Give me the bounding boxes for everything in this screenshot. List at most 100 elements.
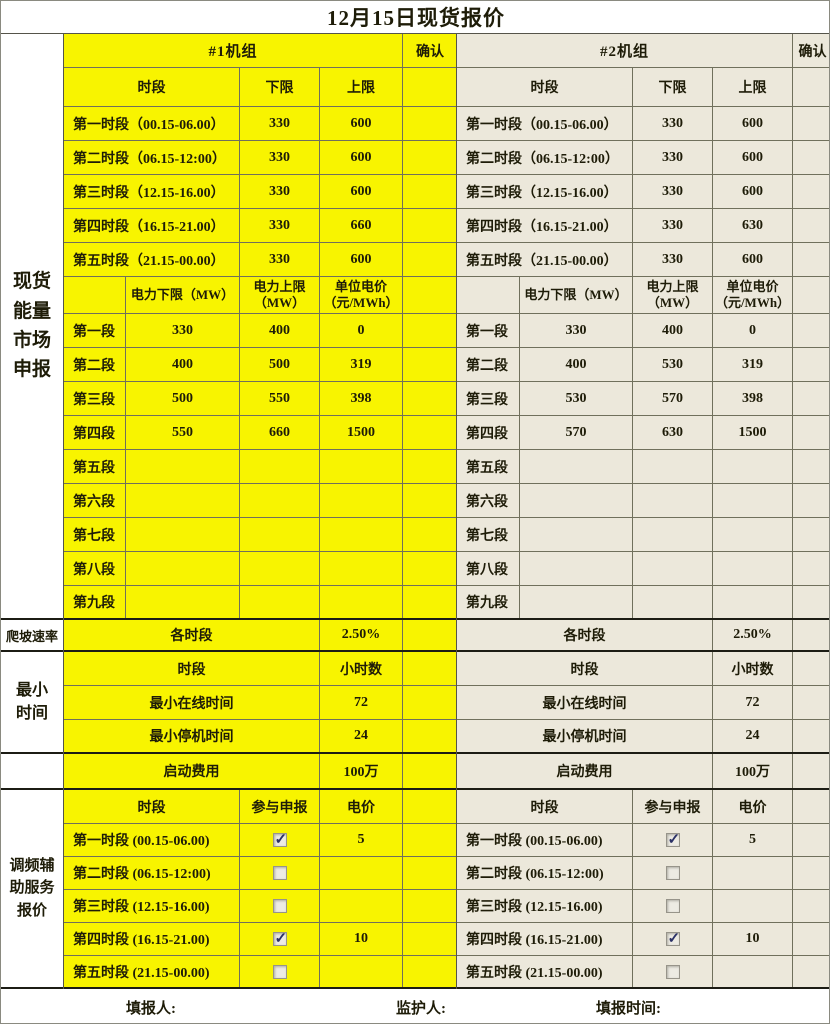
participate-checkbox[interactable] — [665, 830, 680, 849]
confirm-cell — [792, 68, 829, 106]
power-max-header: 电力上限 （MW） — [239, 277, 319, 313]
confirm-cell — [792, 923, 829, 955]
lower-header: 下限 — [239, 68, 319, 106]
participate-checkbox[interactable] — [272, 899, 287, 913]
participate-checkbox[interactable] — [272, 866, 287, 880]
limit-row: 第五时段（21.15-00.00） 330 600 — [457, 243, 829, 277]
participate-cell — [239, 890, 319, 922]
min-time-period-header: 时段 — [457, 652, 712, 685]
confirm-cell — [792, 956, 829, 987]
unit2-table: #2机组 确认 时段 下限 上限 第一时段（00.15-06.00） 330 6… — [456, 34, 829, 989]
freq-row: 第四时段 (16.15-21.00) 10 — [457, 923, 829, 956]
power-max-cell: 400 — [239, 314, 319, 347]
freq-row: 第一时段 (00.15-06.00) 5 — [64, 824, 457, 857]
upper-header: 上限 — [712, 68, 792, 106]
hours-header: 小时数 — [712, 652, 792, 685]
sidebar-section-freq-service: 调频辅 助服务 报价 — [1, 790, 63, 989]
segment-label-cell: 第三段 — [457, 382, 519, 415]
price-cell — [319, 857, 402, 889]
participate-checkbox[interactable] — [665, 929, 680, 948]
confirm-cell — [792, 484, 829, 517]
startup-value: 100万 — [319, 754, 402, 788]
diagonal-cell — [402, 652, 457, 685]
price-cell: 398 — [712, 382, 792, 415]
power-min-cell — [125, 552, 239, 585]
confirm-cell — [402, 141, 457, 174]
lower-cell: 330 — [239, 175, 319, 208]
segment-label-cell: 第九段 — [457, 586, 519, 618]
segment-label-cell: 第四段 — [64, 416, 125, 449]
segment-row: 第六段 — [457, 484, 829, 518]
confirm-cell — [792, 450, 829, 483]
freq-row: 第三时段 (12.15-16.00) — [64, 890, 457, 923]
confirm-cell — [792, 141, 829, 174]
participate-cell — [239, 857, 319, 889]
period-cell: 第三时段 (12.15-16.00) — [64, 890, 239, 922]
segment-label-cell: 第一段 — [64, 314, 125, 347]
segment-row: 第四段 550 660 1500 — [64, 416, 457, 450]
startup-row: 启动费用 100万 — [64, 754, 457, 790]
participate-cell — [239, 824, 319, 856]
price-cell — [319, 450, 402, 483]
participate-checkbox[interactable] — [272, 929, 287, 948]
min-online-row: 最小在线时间 72 — [457, 686, 829, 720]
period-cell: 第三时段（12.15-16.00） — [64, 175, 239, 208]
power-min-cell — [519, 586, 632, 618]
freq-price-header: 电价 — [712, 790, 792, 823]
freq-row: 第五时段 (21.15-00.00) — [64, 956, 457, 989]
freq-period-header: 时段 — [457, 790, 632, 823]
confirm-cell — [792, 586, 829, 618]
freq-header-row: 时段 参与申报 电价 — [457, 790, 829, 824]
segment-label-cell: 第五段 — [64, 450, 125, 483]
upper-cell: 600 — [712, 107, 792, 140]
period-cell: 第五时段 (21.15-00.00) — [64, 956, 239, 987]
participate-checkbox[interactable] — [272, 830, 287, 849]
confirm-header: 确认 — [792, 34, 829, 67]
hours-header: 小时数 — [319, 652, 402, 685]
min-time-header-row: 时段 小时数 — [64, 652, 457, 686]
segment-row: 第九段 — [64, 586, 457, 620]
sidebar-section-min-time: 最小 时间 — [1, 652, 63, 754]
confirm-header: 确认 — [402, 34, 457, 67]
freq-header-row: 时段 参与申报 电价 — [64, 790, 457, 824]
participate-cell — [632, 857, 712, 889]
price-cell — [712, 857, 792, 889]
participate-cell — [632, 824, 712, 856]
participate-cell — [632, 923, 712, 955]
power-max-cell — [632, 586, 712, 618]
lower-cell: 330 — [239, 107, 319, 140]
confirm-cell — [402, 754, 457, 788]
period-cell: 第一时段 (00.15-06.00) — [457, 824, 632, 856]
min-offline-row: 最小停机时间 24 — [64, 720, 457, 754]
period-cell: 第四时段（16.15-21.00） — [457, 209, 632, 242]
power-min-cell: 550 — [125, 416, 239, 449]
confirm-cell — [792, 720, 829, 752]
power-min-cell: 330 — [519, 314, 632, 347]
power-max-cell: 550 — [239, 382, 319, 415]
price-cell: 398 — [319, 382, 402, 415]
confirm-cell — [792, 175, 829, 208]
participate-checkbox[interactable] — [665, 866, 680, 880]
segment-row: 第六段 — [64, 484, 457, 518]
participate-checkbox[interactable] — [665, 899, 680, 913]
segment-label-cell: 第四段 — [457, 416, 519, 449]
diagonal-cell — [402, 277, 457, 313]
segment-label-header — [64, 277, 125, 313]
segment-label-header — [457, 277, 519, 313]
confirm-cell — [402, 956, 457, 987]
participate-cell — [632, 956, 712, 987]
participate-checkbox[interactable] — [272, 964, 287, 979]
lower-cell: 330 — [632, 107, 712, 140]
min-offline-row: 最小停机时间 24 — [457, 720, 829, 754]
unit-header-row: #1机组 确认 — [64, 34, 457, 68]
confirm-cell — [792, 686, 829, 719]
ramp-row: 各时段 2.50% — [457, 620, 829, 652]
power-max-cell — [632, 484, 712, 517]
confirm-cell — [792, 518, 829, 551]
power-min-cell — [519, 484, 632, 517]
fill-time-label: 填报时间: — [596, 1001, 661, 1017]
participate-checkbox[interactable] — [665, 964, 680, 979]
min-offline-value: 24 — [319, 720, 402, 752]
freq-price-header: 电价 — [319, 790, 402, 823]
price-cell — [319, 890, 402, 922]
